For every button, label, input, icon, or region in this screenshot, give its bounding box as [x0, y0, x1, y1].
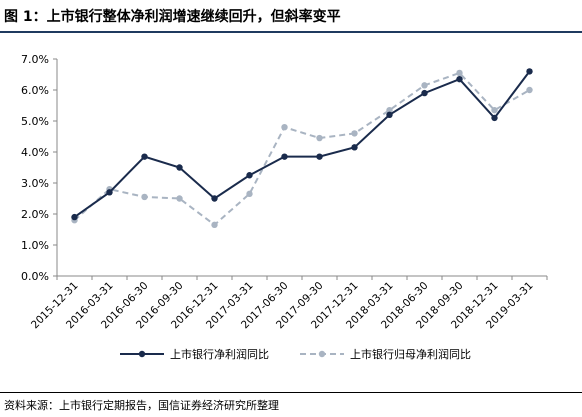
series-line: [73, 71, 530, 227]
data-point: [176, 195, 183, 202]
legend-label: 上市银行归母净利润同比: [350, 347, 471, 361]
data-point: [281, 124, 288, 131]
data-point: [386, 111, 393, 119]
data-point: [141, 193, 148, 201]
data-point: [456, 75, 463, 83]
data-point: [316, 153, 323, 160]
figure-title: 图 1：上市银行整体净利润增速继续回升，但斜率变平: [4, 9, 341, 25]
data-point: [246, 190, 253, 198]
legend-swatch-marker: [138, 350, 146, 358]
y-tick-label: 6.0%: [21, 84, 49, 97]
data-point: [526, 68, 533, 75]
data-point: [281, 153, 288, 160]
data-point: [211, 221, 218, 229]
y-tick-label: 7.0%: [21, 53, 49, 66]
data-point: [491, 106, 498, 114]
data-point: [526, 86, 533, 94]
figure-title-bar: 图 1：上市银行整体净利润增速继续回升，但斜率变平: [0, 0, 582, 34]
title-rule: [0, 31, 582, 33]
series-line: [73, 70, 531, 218]
y-tick-label: 4.0%: [21, 146, 49, 159]
y-tick-label: 1.0%: [21, 239, 49, 252]
y-tick-label: 2.0%: [21, 208, 49, 221]
data-point: [456, 69, 463, 77]
data-point: [211, 195, 218, 202]
source-note: 资料来源：上市银行定期报告，国信证券经济研究所整理: [4, 399, 279, 412]
data-point: [421, 89, 428, 97]
data-point: [246, 172, 253, 179]
legend-swatch-marker: [318, 350, 326, 358]
data-point: [351, 144, 358, 151]
data-point: [316, 134, 323, 142]
legend-label: 上市银行净利润同比: [170, 347, 269, 361]
data-point: [386, 106, 393, 114]
data-point: [106, 189, 113, 196]
y-tick-label: 5.0%: [21, 115, 49, 128]
data-point: [71, 213, 78, 221]
line-chart: 0.0%1.0%2.0%3.0%4.0%5.0%6.0%7.0%2015-12-…: [21, 53, 548, 361]
y-tick-label: 0.0%: [21, 270, 49, 283]
source-rule: [0, 392, 582, 393]
data-point: [141, 153, 148, 160]
data-point: [351, 130, 358, 137]
data-point: [176, 164, 183, 171]
y-tick-label: 3.0%: [21, 177, 49, 190]
data-point: [491, 114, 498, 122]
chart-area: 0.0% 1.0% 2.0% 3.0% 4.0% 5.0% 6.0% 7.0% 2015-12-…: [0, 36, 582, 386]
data-point: [421, 82, 428, 89]
